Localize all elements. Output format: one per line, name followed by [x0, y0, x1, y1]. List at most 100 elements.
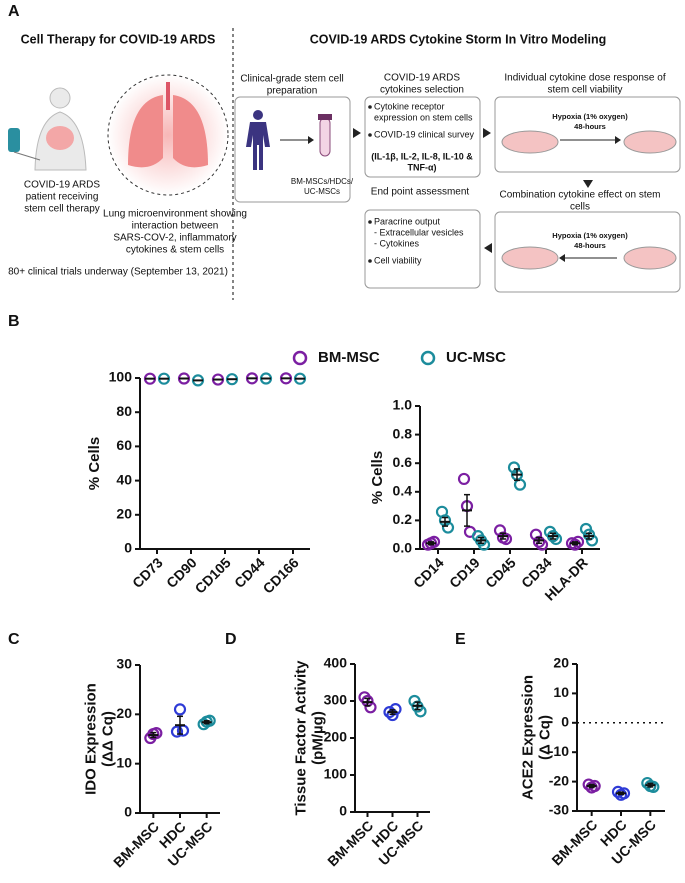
label: patient receiving	[26, 192, 99, 203]
label: Hypoxia (1% oxygen)	[552, 112, 628, 121]
y-tick-label: 0	[339, 803, 347, 819]
label: Cell viability	[374, 255, 422, 265]
x-tick-label: CD166	[260, 554, 302, 596]
x-tick-label: BM-MSC	[548, 816, 600, 868]
label: BM-MSCs/HDCs/	[291, 177, 354, 186]
x-tick-label: CD73	[129, 554, 166, 591]
legend-marker	[292, 350, 308, 366]
label: Cytokine receptor	[374, 101, 445, 111]
y-tick-label: 100	[109, 369, 133, 385]
x-tick-label: CD105	[192, 554, 234, 596]
label: cells	[570, 202, 590, 213]
label: TNF-α)	[407, 162, 436, 172]
x-tick-label: CD14	[410, 554, 447, 591]
y-tick-label: 0.2	[393, 511, 413, 527]
data-point	[170, 725, 184, 738]
y-tick-label: 20	[116, 705, 132, 721]
label: End point assessment	[371, 187, 470, 198]
label: - Extracellular vesicles	[374, 227, 464, 237]
y-tick-label: 0	[124, 540, 132, 556]
y-tick-label: 20	[116, 506, 132, 522]
y-tick-label: 10	[553, 684, 569, 700]
legend-label: BM-MSC	[318, 349, 380, 366]
y-tick-label: -10	[549, 743, 569, 759]
patient-illustration	[8, 87, 87, 171]
y-tick-label: 200	[324, 729, 348, 745]
y-axis-label: % Cells	[369, 451, 386, 504]
y-tick-label: 20	[553, 655, 569, 671]
panel-label: E	[455, 631, 466, 648]
label: expression on stem cells	[374, 112, 473, 122]
label: preparation	[267, 86, 318, 97]
legend-marker	[420, 350, 436, 366]
data-point	[568, 538, 582, 551]
label: UC-MSCs	[304, 187, 340, 196]
y-tick-label: 1.0	[393, 397, 413, 413]
data-point	[507, 461, 521, 474]
label: Individual cytokine dose response of	[504, 73, 665, 84]
y-axis-label: (Δ Cq)	[536, 715, 553, 760]
label: COVID-19 ARDS Cytokine Storm In Vitro Mo…	[310, 32, 607, 46]
y-axis-label: (pM/µg)	[309, 711, 326, 765]
y-tick-label: 0.0	[393, 540, 413, 556]
culture-dishes	[501, 130, 677, 270]
y-tick-label: 300	[324, 692, 348, 708]
y-tick-label: 80	[116, 403, 132, 419]
y-tick-label: 30	[116, 656, 132, 672]
label: Clinical-grade stem cell	[240, 74, 343, 85]
lung-illustration	[107, 74, 229, 196]
x-tick-label: CD45	[482, 554, 519, 591]
panel-label: C	[8, 631, 20, 648]
y-tick-label: 60	[116, 437, 132, 453]
panel-label: D	[225, 631, 237, 648]
label: 48-hours	[574, 122, 606, 131]
y-tick-label: 400	[324, 655, 348, 671]
y-tick-label: 10	[116, 754, 132, 770]
label: (IL-1β, IL-2, IL-8, IL-10 &	[371, 151, 473, 161]
y-tick-label: 0.6	[393, 454, 413, 470]
label: stem cell viability	[547, 85, 622, 96]
stem-cell-prep-icons	[246, 110, 332, 170]
label: stem cell therapy	[24, 204, 100, 215]
label: COVID-19 ARDS	[384, 73, 460, 84]
data-point	[513, 478, 527, 491]
y-axis-label: Tissue Factor Activity	[292, 660, 309, 816]
y-axis-label: ACE2 Expression	[519, 675, 536, 800]
y-tick-label: 0	[124, 804, 132, 820]
label: - Cytokines	[374, 238, 420, 248]
process-arrows	[280, 128, 621, 262]
x-tick-label: BM-MSC	[324, 817, 376, 869]
panel-label: A	[8, 3, 20, 20]
legend-label: UC-MSC	[446, 349, 506, 366]
data-point	[173, 703, 187, 716]
y-tick-label: 100	[324, 766, 348, 782]
label: cytokines selection	[380, 85, 464, 96]
y-tick-label: -20	[549, 772, 569, 788]
label: 80+ clinical trials underway (September …	[8, 267, 228, 278]
y-tick-label: 0.8	[393, 425, 413, 441]
label: 48-hours	[574, 241, 606, 250]
label: COVID-19 ARDS	[24, 180, 100, 191]
label: SARS-COV-2, inflammatory	[113, 233, 236, 244]
label: interaction between	[132, 221, 219, 232]
y-tick-label: 0.4	[393, 483, 413, 499]
label: Combination cytokine effect on stem	[499, 190, 660, 201]
x-tick-label: BM-MSC	[110, 818, 162, 870]
label: COVID-19 clinical survey	[374, 129, 475, 139]
label: Paracrine output	[374, 216, 441, 226]
y-tick-label: 40	[116, 471, 132, 487]
y-tick-label: -30	[549, 802, 569, 818]
label: cytokines & stem cells	[126, 245, 224, 256]
data-point	[457, 472, 471, 486]
y-axis-label: (ΔΔ Cq)	[99, 711, 116, 767]
y-axis-label: % Cells	[86, 437, 103, 490]
label: Lung microenvironment showing	[103, 209, 247, 220]
panel-label: B	[8, 313, 20, 330]
x-tick-label: CD19	[446, 554, 483, 591]
label: Hypoxia (1% oxygen)	[552, 231, 628, 240]
y-axis-label: IDO Expression	[82, 683, 99, 795]
y-tick-label: 0	[561, 714, 569, 730]
label: Cell Therapy for COVID-19 ARDS	[21, 32, 216, 46]
bullets	[368, 105, 372, 263]
